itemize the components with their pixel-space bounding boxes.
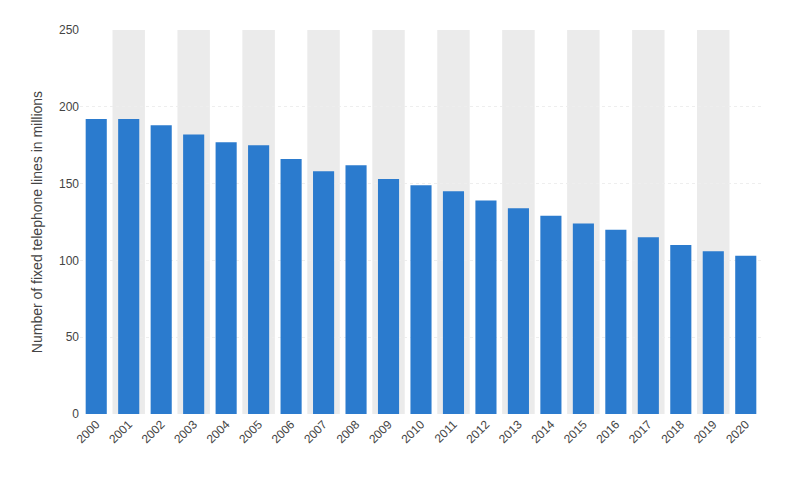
svg-text:2004: 2004 (204, 417, 233, 446)
svg-text:2002: 2002 (139, 417, 168, 446)
svg-text:0: 0 (72, 407, 79, 421)
svg-text:200: 200 (59, 100, 79, 114)
svg-text:100: 100 (59, 254, 79, 268)
svg-text:2001: 2001 (106, 417, 135, 446)
svg-text:2005: 2005 (236, 417, 265, 446)
svg-text:Number of fixed telephone line: Number of fixed telephone lines in milli… (29, 91, 45, 353)
svg-text:2009: 2009 (366, 417, 395, 446)
svg-text:2015: 2015 (561, 417, 590, 446)
svg-text:2007: 2007 (301, 417, 330, 446)
svg-text:2014: 2014 (528, 417, 557, 446)
svg-text:50: 50 (66, 330, 80, 344)
svg-text:2013: 2013 (496, 417, 525, 446)
svg-text:250: 250 (59, 23, 79, 37)
svg-text:2011: 2011 (432, 417, 460, 445)
svg-text:2020: 2020 (723, 417, 752, 446)
svg-text:2012: 2012 (464, 417, 493, 446)
svg-text:2000: 2000 (74, 417, 103, 446)
svg-text:2010: 2010 (399, 417, 428, 446)
svg-text:2018: 2018 (658, 417, 687, 446)
svg-text:2006: 2006 (269, 417, 298, 446)
svg-text:2003: 2003 (171, 417, 200, 446)
svg-text:2017: 2017 (626, 417, 655, 446)
svg-text:2008: 2008 (334, 417, 363, 446)
svg-text:2016: 2016 (593, 417, 622, 446)
svg-text:2019: 2019 (691, 417, 720, 446)
svg-text:150: 150 (59, 177, 79, 191)
